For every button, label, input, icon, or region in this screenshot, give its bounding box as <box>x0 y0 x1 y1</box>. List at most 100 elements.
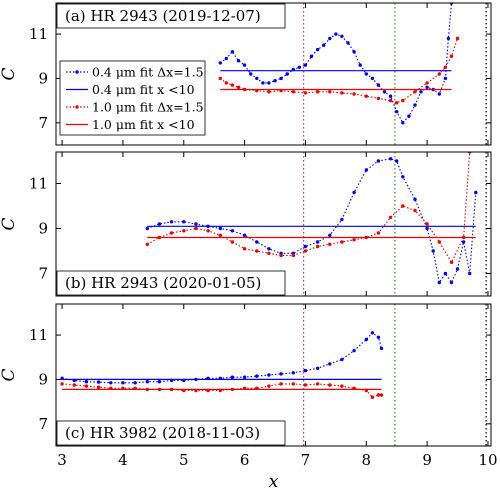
data-point <box>121 381 125 385</box>
data-point <box>182 220 186 224</box>
data-point <box>437 72 441 76</box>
data-point <box>352 348 356 353</box>
data-point <box>242 63 247 67</box>
legend-label: 0.4 μm fit Δx=1.5 <box>92 65 204 80</box>
data-point <box>261 81 265 85</box>
data-point <box>145 242 149 246</box>
data-point <box>72 383 77 387</box>
data-point <box>449 260 454 264</box>
data-point <box>303 63 308 67</box>
panel-title: (c) HR 3982 (2018-11-03) <box>65 424 260 442</box>
data-point <box>96 385 101 389</box>
data-point <box>388 215 393 219</box>
data-point <box>145 226 149 231</box>
panel-title-box <box>56 3 286 29</box>
x-tick-label: 6 <box>240 451 250 469</box>
data-point <box>96 380 101 384</box>
data-point <box>267 373 271 377</box>
data-point <box>382 90 387 94</box>
data-point <box>352 190 356 195</box>
data-point <box>413 103 417 107</box>
data-point <box>328 233 332 237</box>
data-point <box>315 366 320 370</box>
data-point <box>395 159 399 163</box>
data-point <box>425 226 429 231</box>
data-point <box>279 76 283 81</box>
y-tick-label: 7 <box>38 415 48 433</box>
data-point <box>230 240 235 244</box>
data-point <box>443 65 448 70</box>
data-point <box>206 229 210 233</box>
data-point <box>255 240 259 244</box>
data-point <box>352 50 356 54</box>
data-point <box>303 368 308 373</box>
data-point <box>407 114 411 118</box>
data-point <box>230 83 235 87</box>
data-point <box>376 96 381 101</box>
series-dotted-line <box>62 332 383 384</box>
legend-label: 1.0 μm fit x <10 <box>92 117 195 132</box>
data-point <box>303 91 308 95</box>
y-tick-label: 11 <box>29 175 48 193</box>
x-tick-label: 8 <box>362 451 372 469</box>
y-axis-label: C <box>0 217 19 230</box>
x-tick-label: 7 <box>301 451 311 469</box>
data-point <box>446 36 451 41</box>
data-point <box>437 280 441 285</box>
y-tick-label: 7 <box>38 265 48 283</box>
data-point <box>285 72 289 76</box>
axes-frame <box>55 151 492 297</box>
panel-title-box <box>56 420 286 446</box>
panel-title: (b) HR 2943 (2020-01-05) <box>65 274 261 292</box>
data-point <box>340 357 344 362</box>
data-point <box>218 233 222 237</box>
data-point <box>242 375 247 379</box>
data-point <box>370 395 375 399</box>
data-point <box>291 90 295 94</box>
y-tick-label: 11 <box>29 25 48 43</box>
data-point <box>364 337 368 342</box>
data-point <box>267 81 271 85</box>
y-tick-label: 11 <box>29 326 48 344</box>
data-point <box>443 271 448 276</box>
y-tick-label: 9 <box>38 370 48 388</box>
data-point <box>84 380 89 384</box>
data-point <box>468 271 472 276</box>
data-point <box>328 383 332 387</box>
data-point <box>425 222 429 226</box>
data-point <box>267 251 271 255</box>
data-point <box>242 247 247 251</box>
legend-label: 1.0 μm fit Δx=1.5 <box>92 100 204 115</box>
y-axis-label: C <box>0 368 19 381</box>
data-point <box>340 384 344 388</box>
series-dotted-line <box>147 158 477 284</box>
data-point <box>401 121 405 125</box>
legend: 0.4 μm fit Δx=1.5 0.4 μm fit x <10 1.0 μm … <box>59 60 206 136</box>
data-point <box>267 90 271 94</box>
data-point <box>395 110 399 114</box>
data-point <box>401 175 405 179</box>
x-tick-label: 10 <box>478 451 497 469</box>
panel-1: 7 9 11 C (b) HR 2943 (2020-01-05) <box>0 151 492 297</box>
data-point <box>352 92 356 96</box>
data-point <box>455 36 460 41</box>
data-point <box>169 220 174 224</box>
data-point <box>218 226 222 231</box>
y-tick-label: 7 <box>38 114 48 132</box>
panel-title-box <box>56 270 286 296</box>
data-point <box>364 72 368 76</box>
data-point <box>84 384 89 388</box>
data-point <box>236 59 241 63</box>
data-point <box>376 83 381 87</box>
y-tick-label: 9 <box>38 69 48 87</box>
data-point <box>401 204 405 208</box>
data-point <box>279 382 283 386</box>
data-point <box>273 79 277 83</box>
data-point <box>236 85 241 90</box>
data-point <box>218 76 222 81</box>
data-point <box>358 63 362 67</box>
data-point <box>425 81 429 85</box>
series-dotted-line <box>62 383 382 398</box>
data-point <box>255 76 259 81</box>
data-point <box>328 90 332 94</box>
